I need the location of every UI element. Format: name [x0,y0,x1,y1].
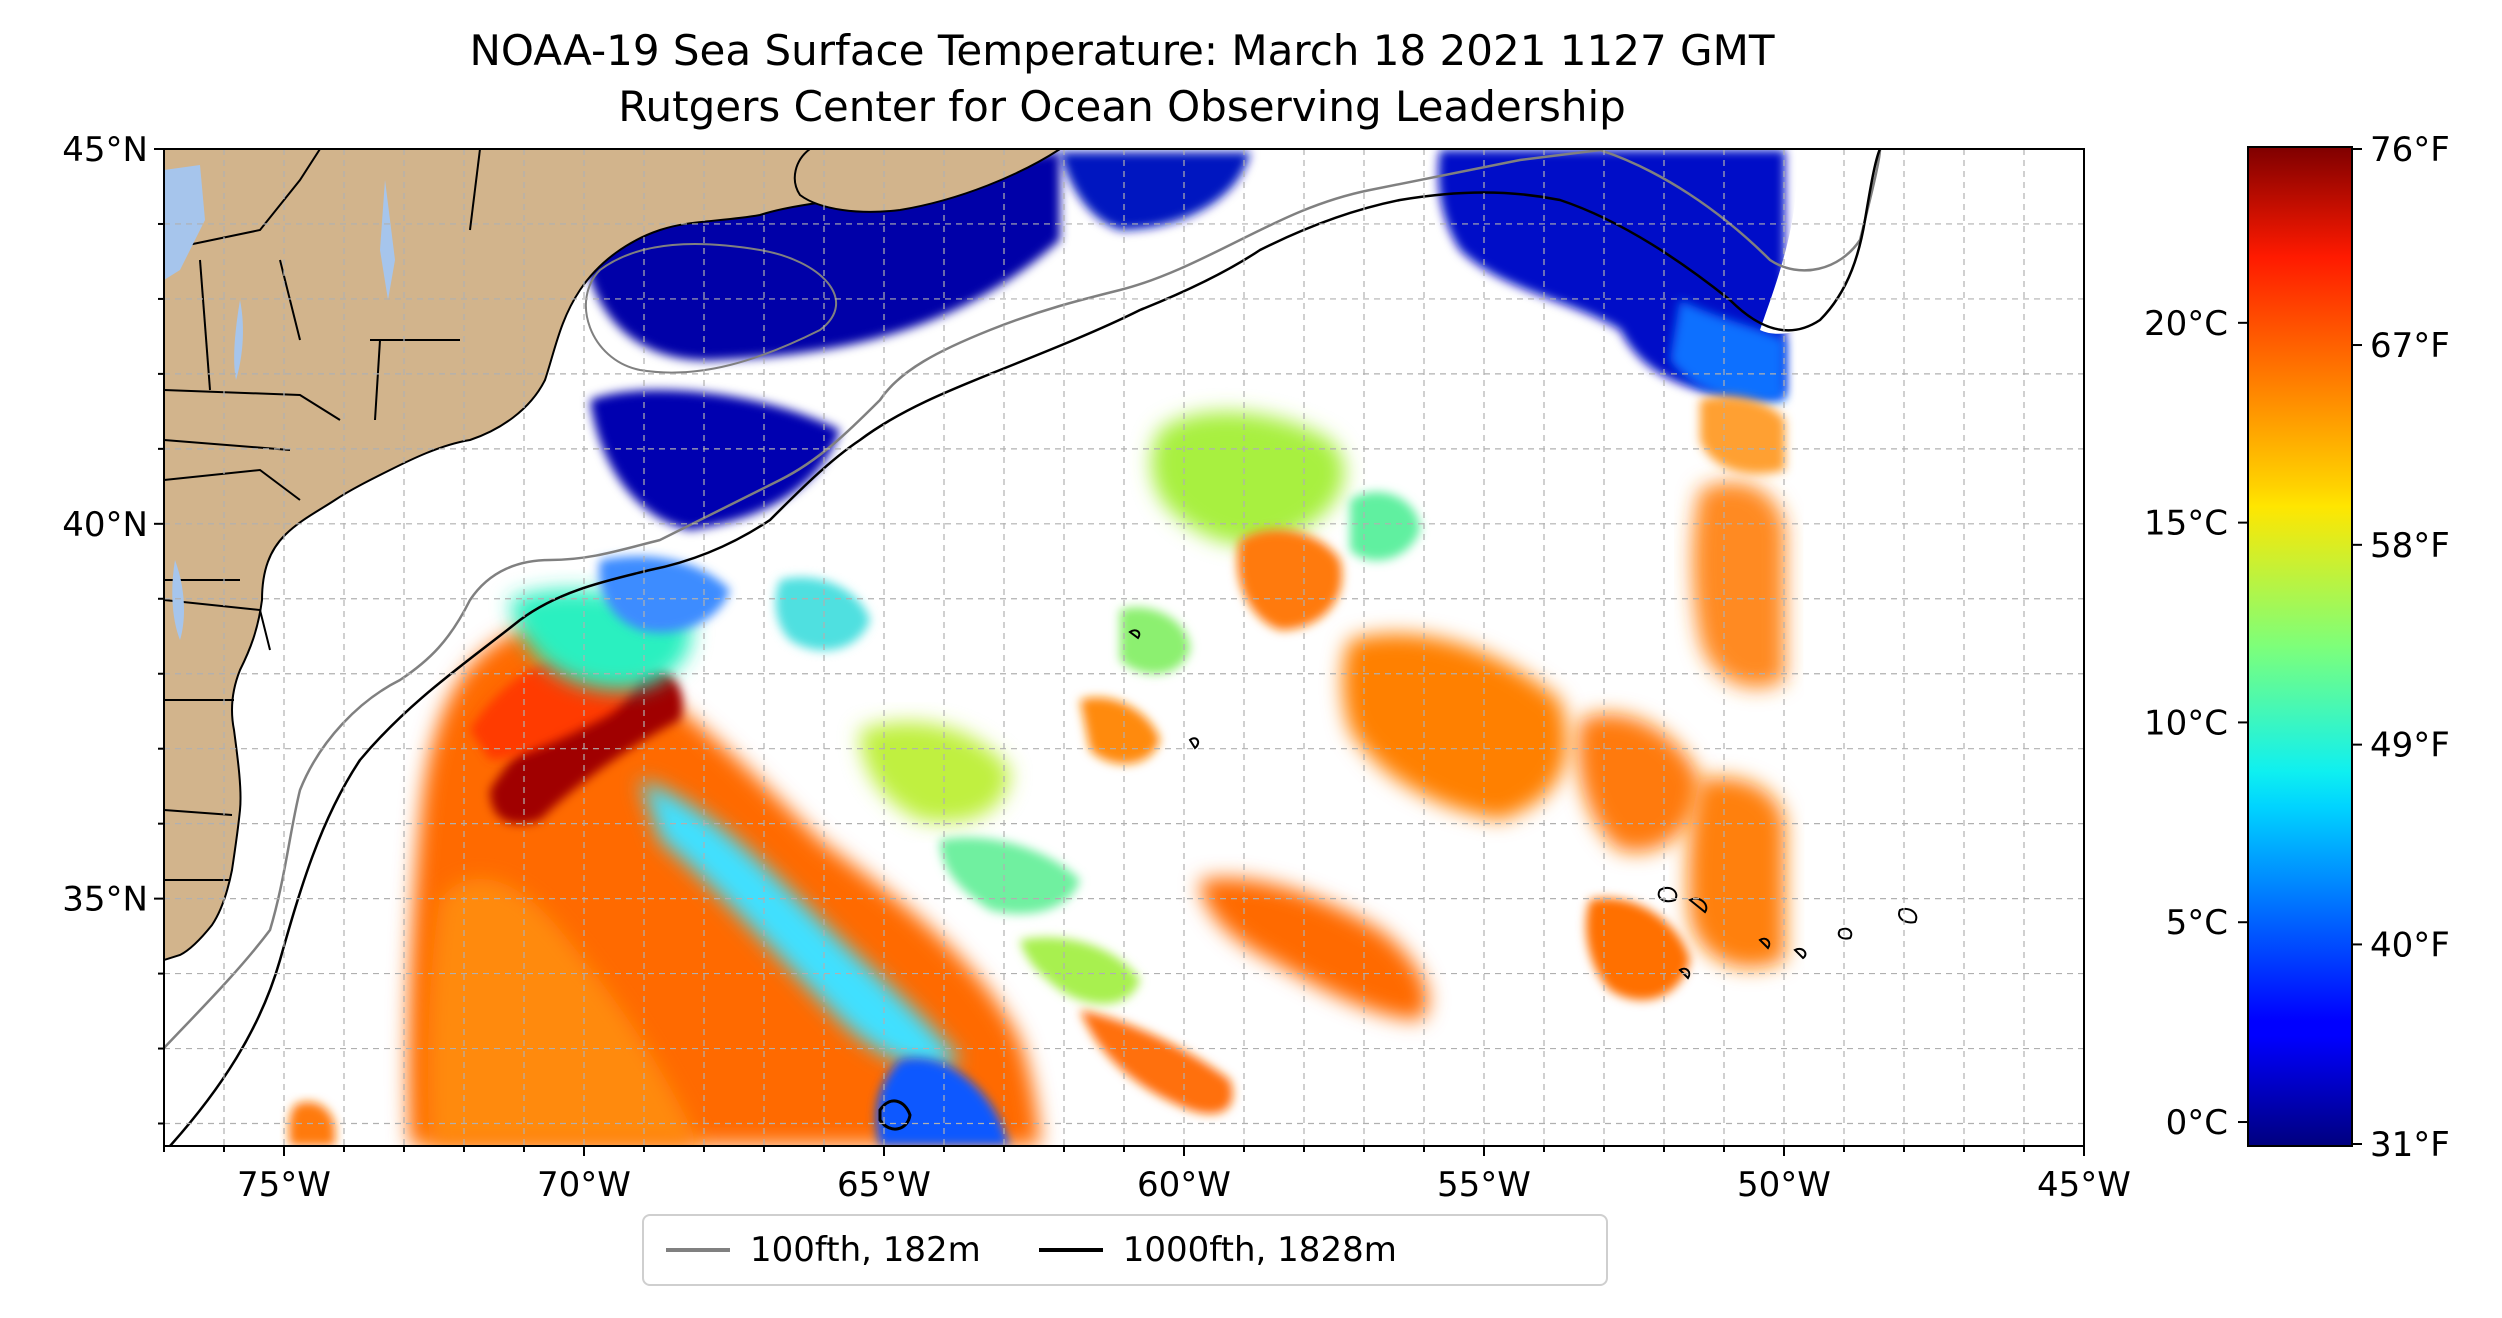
colorbar-ticks: 0°C 5°C 10°C 15°C 20°C 31°F 40°F 49°F 58°F 67°F 76… [2144,130,2450,1165]
contour-1000fth-seamount [1837,927,1853,940]
contour-1000fth-seamount [1758,937,1771,950]
sst-patch-warm [1200,878,1428,1020]
sst-patch-cool [876,1058,1010,1146]
sst-patch-cold [1060,152,1250,230]
sst-patch-warm [1342,633,1568,820]
lon-tick-label: 60°W [1137,1165,1231,1205]
north-america-land [164,149,1051,962]
sst-patch-cool [1670,300,1785,403]
contour-1000fth-seamount [1657,886,1678,903]
legend-label-1000fth: 1000fth, 1828m [1122,1230,1397,1270]
contour-1000fth-seamount [1678,967,1691,980]
fahrenheit-tick-label: 76°F [2370,130,2450,170]
legend-item-1000fth: 1000fth, 1828m [1038,1230,1397,1270]
colorbar [2247,146,2353,1147]
legend-label-100fth: 100fth, 182m [750,1230,981,1270]
sst-patch-mild [1020,937,1140,1004]
contour-1000fth-seamount [878,1099,912,1131]
nova-scotia-land [793,149,1062,213]
lat-tick-label: 35°N [62,880,148,920]
newfoundland-blank [1760,149,1880,334]
graticule [164,149,2084,1146]
lon-tick-label: 75°W [237,1165,331,1205]
map-title: NOAA-19 Sea Surface Temperature: March 1… [469,26,1775,75]
fahrenheit-tick-label: 58°F [2370,526,2450,566]
sst-patch-mild [1151,411,1345,545]
contour-1000fth [169,149,1882,1146]
contour-100fth-east [1599,149,1882,272]
sst-patch-warm [1080,1010,1233,1114]
sst-patch-warm [428,878,700,1146]
fahrenheit-tick-label: 40°F [2370,925,2450,965]
sst-patch-mild [1120,607,1190,674]
lake-shape [234,300,243,380]
lake-shape [172,560,185,640]
legend-swatch-gray-line [666,1248,730,1252]
legend-item-100fth: 100fth, 182m [666,1230,981,1270]
lon-tick-label: 45°W [2037,1165,2131,1205]
celsius-tick-label: 15°C [2144,504,2228,544]
sst-patch-mild [640,780,960,1068]
fahrenheit-tick-label: 31°F [2370,1125,2450,1165]
sst-patch-mild [775,577,870,651]
sst-patch-mild [940,837,1080,914]
contour-1000fth-seamount [1898,908,1918,924]
celsius-tick-label: 0°C [2166,1103,2228,1143]
map-subtitle: Rutgers Center for Ocean Observing Leade… [618,82,1626,131]
sst-patch-warm [1237,529,1342,630]
contour-1000fth-seamount [1793,948,1807,960]
lon-tick-label: 65°W [837,1165,931,1205]
contour-legend: 100fth, 182m 1000fth, 1828m [642,1214,1608,1286]
lake-champlain-area [164,165,205,280]
sst-patch-warm [1700,396,1785,474]
sst-patch-warm [1692,482,1785,688]
celsius-tick-label: 10°C [2144,703,2228,743]
bathymetry-contours [164,149,1918,1146]
lakes [164,165,395,640]
celsius-tick-label: 20°C [2144,304,2228,344]
sst-patch-cold [590,390,840,530]
sst-patch-mild [860,722,1010,823]
celsius-tick-label: 5°C [2166,903,2228,943]
fahrenheit-tick-label: 49°F [2370,726,2450,766]
sst-patch-warm [1080,697,1160,764]
lon-tick-label: 70°W [537,1165,631,1205]
sst-patch-hot [490,668,683,824]
fahrenheit-tick-label: 67°F [2370,326,2450,366]
contour-100fth-bank [584,243,837,374]
lake-shape [380,180,395,300]
contour-1000fth-seamount [1128,629,1141,640]
sst-patch-mild [1350,491,1420,561]
sst-patch-warm [1688,777,1785,968]
legend-swatch-black-line [1038,1248,1103,1252]
lon-tick-label: 50°W [1737,1165,1831,1205]
contour-100fth [164,149,1601,1049]
lon-tick-label: 55°W [1437,1165,1531,1205]
latitude-axis: 45°N 40°N 35°N [62,130,164,1125]
contour-1000fth-seamount [1188,737,1200,750]
lat-tick-label: 45°N [62,130,148,170]
longitude-axis: 75°W 70°W 65°W 60°W 55°W 50°W 45°W [163,1146,2131,1205]
lat-tick-label: 40°N [62,505,148,545]
map-area [164,149,2084,1146]
